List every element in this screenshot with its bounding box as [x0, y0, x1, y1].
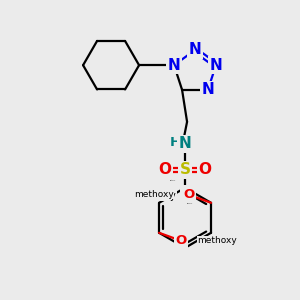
Text: H: H — [169, 136, 181, 149]
Text: N: N — [202, 82, 214, 97]
Text: S: S — [180, 162, 190, 177]
Text: methoxy: methoxy — [133, 191, 176, 201]
Text: methoxy: methoxy — [170, 180, 176, 181]
Text: O: O — [199, 162, 212, 177]
Text: N: N — [168, 58, 181, 73]
Text: N: N — [179, 136, 191, 151]
Text: O: O — [159, 162, 172, 177]
Text: O: O — [182, 186, 193, 199]
Text: N: N — [209, 58, 222, 73]
Text: methoxy: methoxy — [134, 190, 174, 199]
Text: N: N — [189, 43, 201, 58]
Text: O: O — [176, 234, 187, 247]
Text: methoxy: methoxy — [187, 202, 193, 204]
Text: methoxy: methoxy — [197, 236, 237, 245]
Text: O: O — [183, 188, 195, 201]
